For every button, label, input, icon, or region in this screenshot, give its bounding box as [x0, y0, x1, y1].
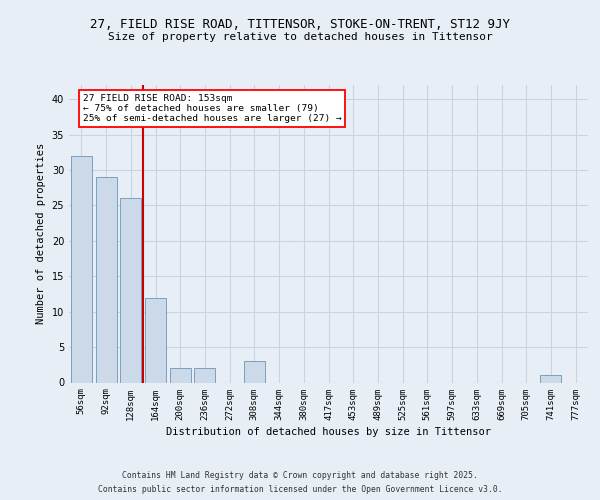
Bar: [120, 198, 141, 382]
Text: Contains public sector information licensed under the Open Government Licence v3: Contains public sector information licen…: [98, 484, 502, 494]
Bar: [145, 298, 166, 382]
X-axis label: Distribution of detached houses by size in Tittensor: Distribution of detached houses by size …: [166, 426, 491, 436]
Text: Size of property relative to detached houses in Tittensor: Size of property relative to detached ho…: [107, 32, 493, 42]
Bar: [194, 368, 215, 382]
Bar: [71, 156, 92, 382]
Bar: [170, 368, 191, 382]
Bar: [244, 361, 265, 382]
Y-axis label: Number of detached properties: Number of detached properties: [36, 143, 46, 324]
Text: 27, FIELD RISE ROAD, TITTENSOR, STOKE-ON-TRENT, ST12 9JY: 27, FIELD RISE ROAD, TITTENSOR, STOKE-ON…: [90, 18, 510, 30]
Text: 27 FIELD RISE ROAD: 153sqm
← 75% of detached houses are smaller (79)
25% of semi: 27 FIELD RISE ROAD: 153sqm ← 75% of deta…: [83, 94, 341, 124]
Bar: [541, 376, 562, 382]
Bar: [95, 177, 116, 382]
Text: Contains HM Land Registry data © Crown copyright and database right 2025.: Contains HM Land Registry data © Crown c…: [122, 472, 478, 480]
